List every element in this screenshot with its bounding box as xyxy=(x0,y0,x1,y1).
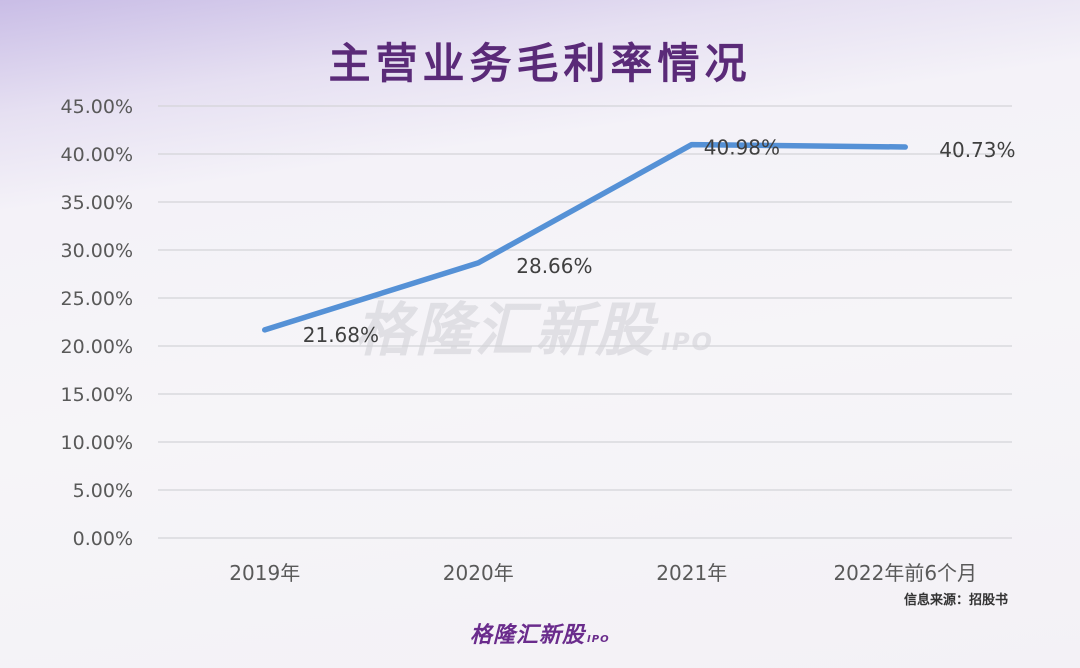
x-tick-label: 2021年 xyxy=(656,561,727,585)
brand-logo: 格隆汇新股 IPO xyxy=(470,623,610,648)
y-tick-label: 10.00% xyxy=(61,432,133,454)
series-lines xyxy=(262,141,908,333)
y-tick-label: 15.00% xyxy=(61,384,133,406)
y-tick-label: 0.00% xyxy=(73,528,133,550)
source-note: 信息来源：招股书 xyxy=(903,593,1008,608)
x-tick-label: 2020年 xyxy=(443,561,514,585)
y-tick-label: 25.00% xyxy=(61,288,133,310)
y-tick-label: 5.00% xyxy=(73,480,133,502)
y-tick-label: 40.00% xyxy=(61,144,133,166)
y-tick-label: 35.00% xyxy=(61,192,133,214)
y-tick-label: 45.00% xyxy=(61,96,133,118)
x-axis-ticks: 2019年 2020年 2021年 2022年前6个月 xyxy=(229,561,977,585)
y-tick-label: 20.00% xyxy=(61,336,133,358)
y-axis-ticks: 0.00% 5.00% 10.00% 15.00% 20.00% 25.00% 30.00%… xyxy=(61,96,133,550)
series-line xyxy=(262,141,908,333)
data-label: 40.73% xyxy=(939,138,1015,162)
watermark-logo: 格隆汇新股 IPO xyxy=(355,296,714,364)
chart-title: 主营业务毛利率情况 xyxy=(328,39,752,88)
data-label: 21.68% xyxy=(303,323,379,347)
data-label: 28.66% xyxy=(516,254,592,278)
x-tick-label: 2022年前6个月 xyxy=(833,561,977,585)
y-tick-label: 30.00% xyxy=(61,240,133,262)
x-tick-label: 2019年 xyxy=(229,561,300,585)
data-labels: 21.68% 28.66% 40.98% 40.73% xyxy=(303,136,1016,347)
data-label: 40.98% xyxy=(704,136,780,160)
